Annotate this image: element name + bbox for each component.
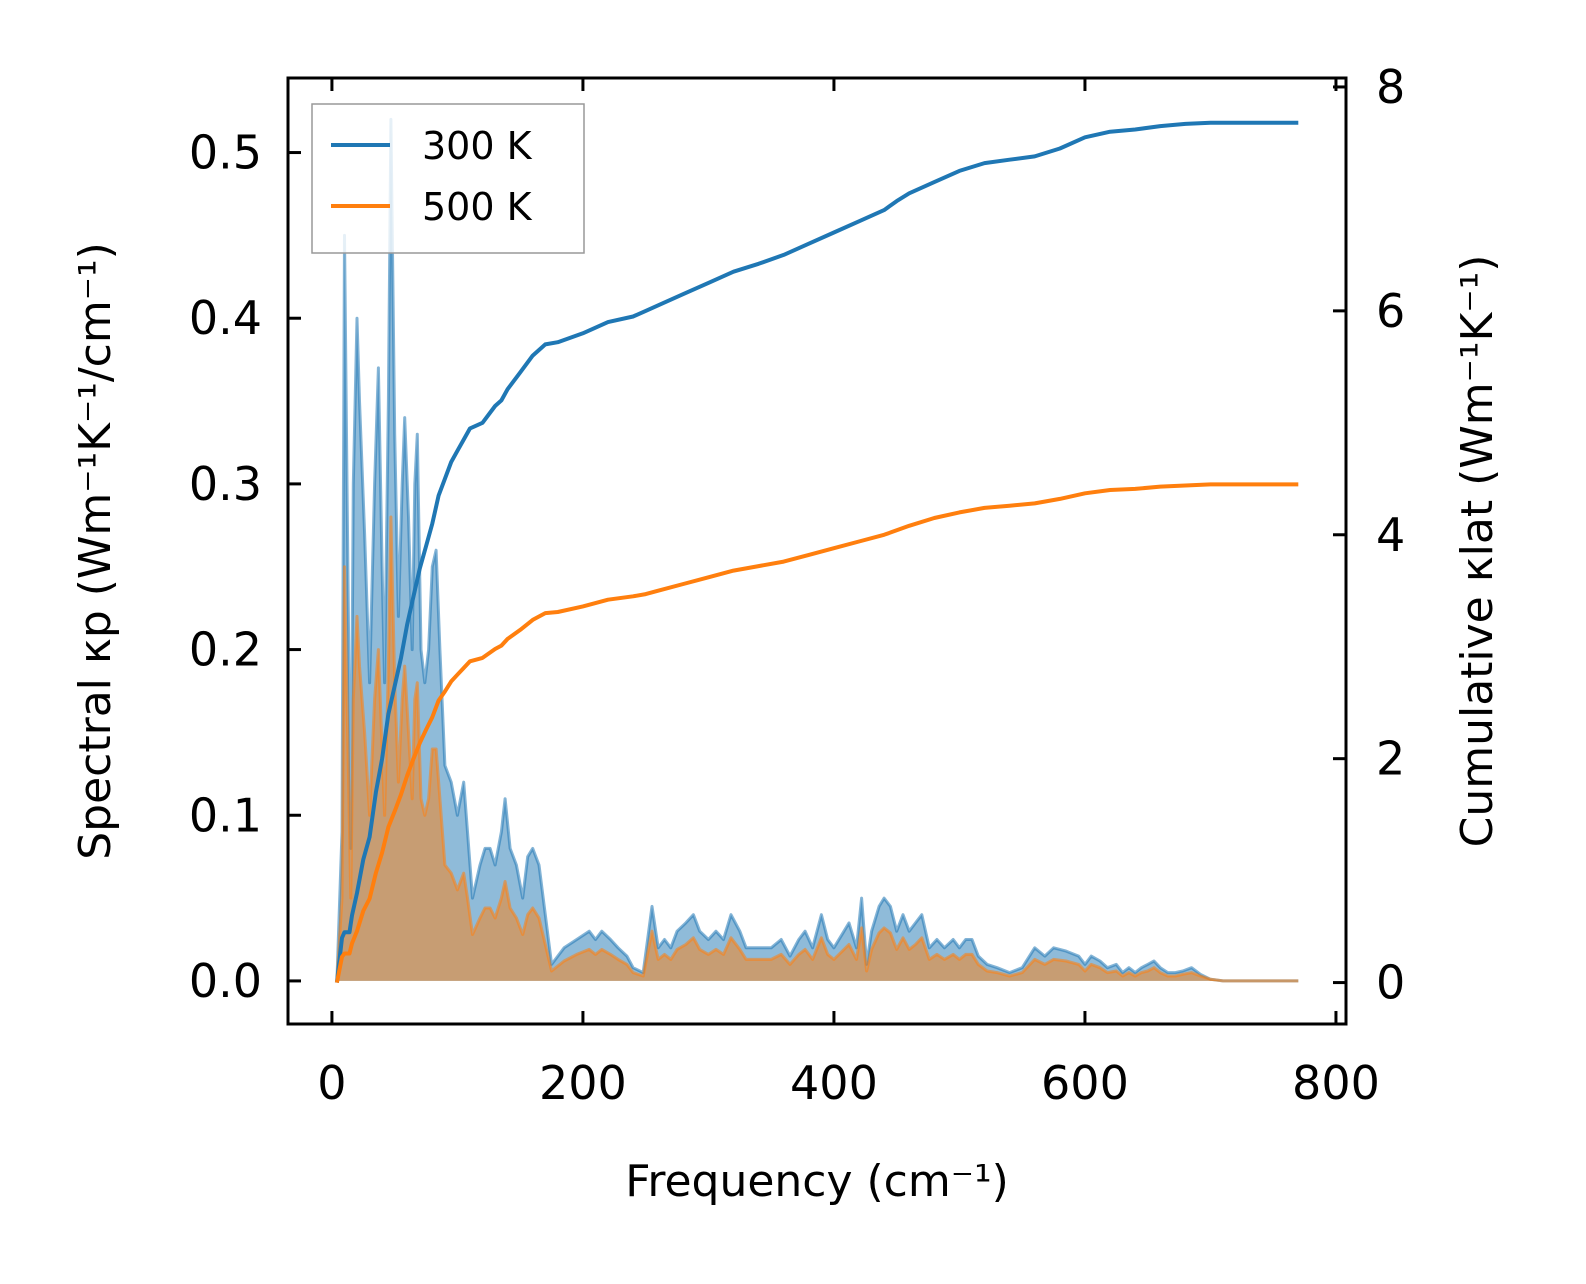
left-y-axis: 0.0 0.1 0.2 0.3 0.4 0.5 bbox=[189, 126, 301, 1008]
x-tick-label: 600 bbox=[1041, 1056, 1129, 1110]
left-y-tick-label: 0.2 bbox=[189, 623, 262, 677]
legend-box bbox=[311, 103, 585, 254]
x-tick-label: 200 bbox=[539, 1056, 627, 1110]
cumulative-line-300k bbox=[334, 120, 1299, 983]
cumulative-lines bbox=[334, 120, 1299, 983]
right-y-tick-label: 0 bbox=[1376, 956, 1405, 1010]
legend: 300 K 500 K bbox=[311, 103, 585, 254]
right-y-tick-label: 6 bbox=[1376, 284, 1405, 338]
spectral-areas bbox=[335, 117, 1299, 983]
left-y-tick-label: 0.4 bbox=[189, 291, 262, 345]
cumulative-line-500k bbox=[334, 482, 1299, 983]
left-y-tick-label: 0.3 bbox=[189, 457, 262, 511]
plot-frame bbox=[286, 76, 1348, 1026]
right-y-axis-title: Cumulative κlat (Wm⁻¹K⁻¹) bbox=[1452, 255, 1503, 848]
spectral-area-500k bbox=[336, 517, 1299, 981]
left-y-tick-label: 0.1 bbox=[189, 788, 262, 842]
x-tick-label: 0 bbox=[317, 1056, 346, 1110]
right-y-tick-label: 8 bbox=[1376, 60, 1405, 114]
x-axis-title: Frequency (cm⁻¹) bbox=[625, 1156, 1009, 1207]
legend-label-500k: 500 K bbox=[422, 185, 533, 229]
x-axis: 0 200 400 600 800 bbox=[317, 78, 1380, 1110]
right-y-axis: 0 2 4 6 8 bbox=[1333, 60, 1405, 1010]
right-y-tick-label: 4 bbox=[1376, 508, 1405, 562]
legend-label-300k: 300 K bbox=[422, 124, 533, 168]
spectral-line-300k bbox=[335, 117, 1299, 983]
left-y-tick-label: 0.5 bbox=[189, 126, 262, 180]
spectral-line-500k bbox=[335, 515, 1299, 983]
left-y-axis-title: Spectral κp (Wm⁻¹K⁻¹/cm⁻¹) bbox=[70, 242, 121, 860]
x-tick-label: 800 bbox=[1292, 1056, 1380, 1110]
x-tick-label: 400 bbox=[790, 1056, 878, 1110]
left-y-tick-label: 0.0 bbox=[189, 954, 262, 1008]
right-y-tick-label: 2 bbox=[1376, 732, 1405, 786]
